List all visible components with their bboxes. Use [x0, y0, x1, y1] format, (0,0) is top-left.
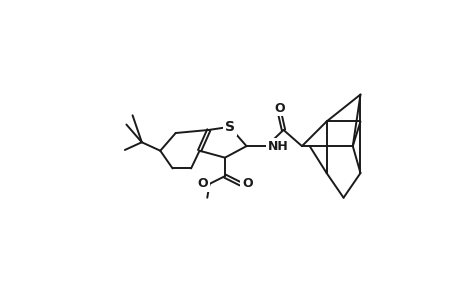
Text: NH: NH: [268, 140, 288, 153]
Text: O: O: [241, 177, 252, 190]
Text: S: S: [224, 120, 234, 134]
Text: O: O: [197, 177, 207, 190]
Text: O: O: [274, 101, 284, 115]
